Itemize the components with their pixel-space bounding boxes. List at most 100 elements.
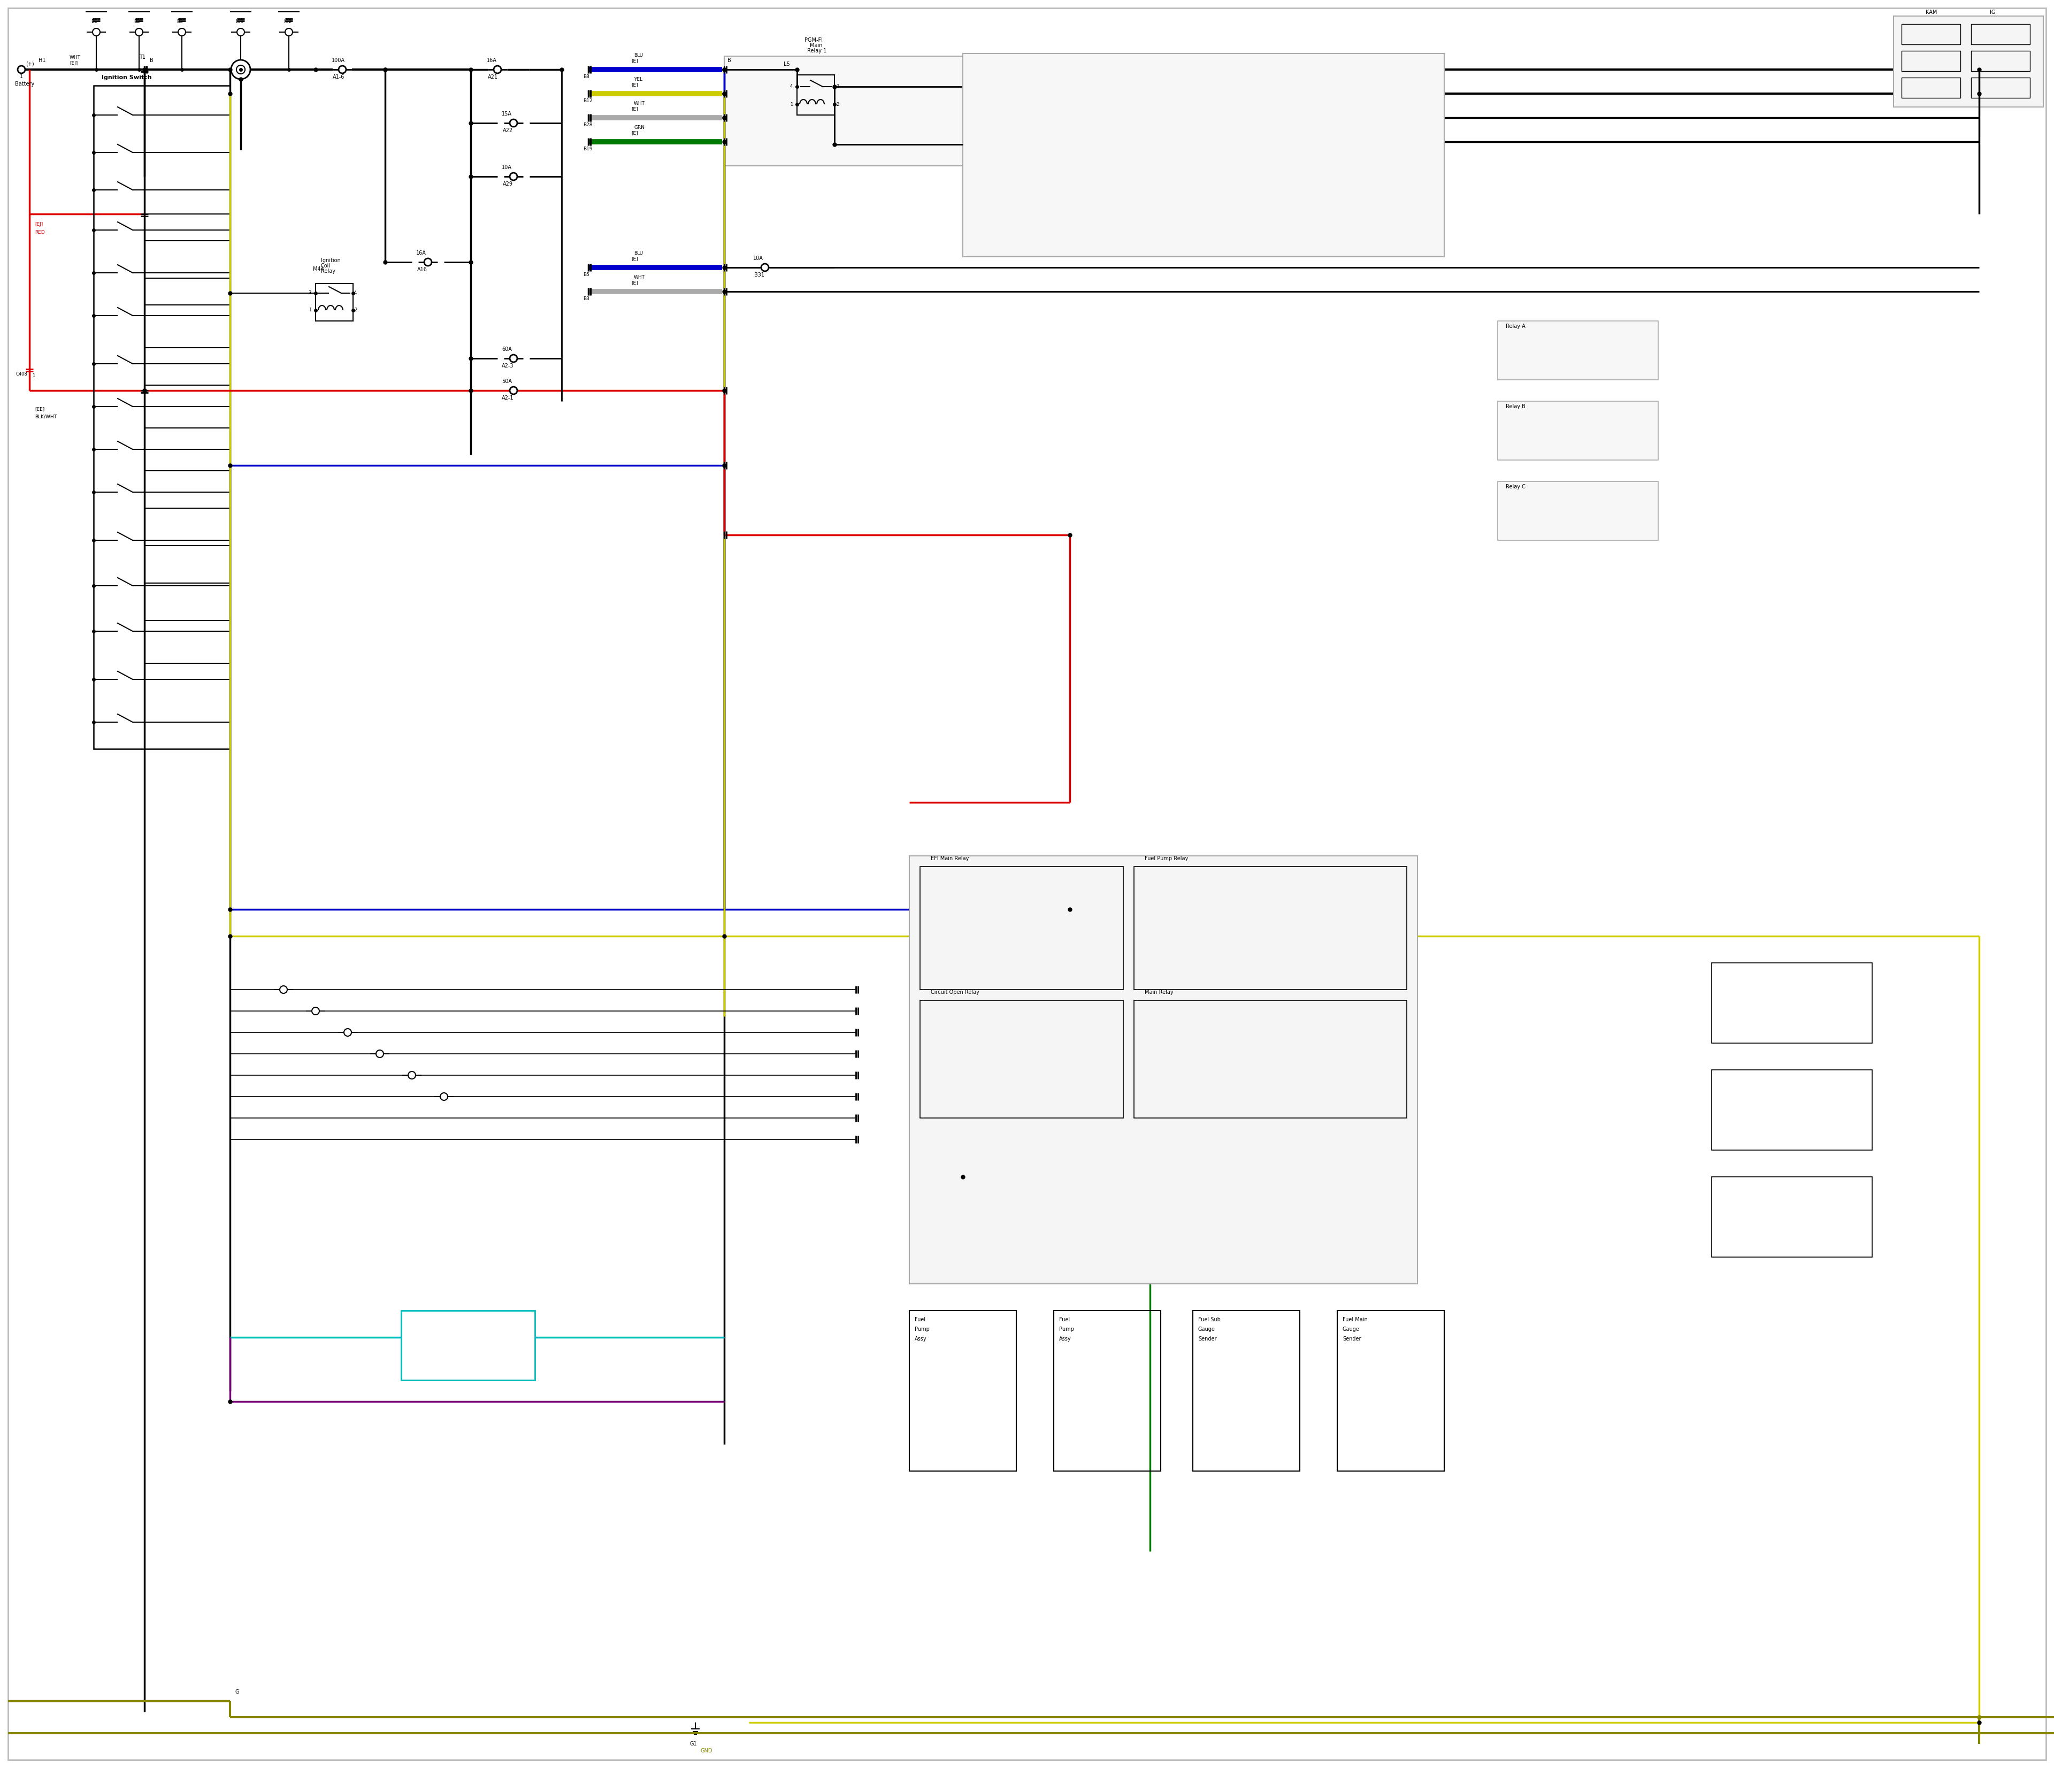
Bar [1134, 867, 1407, 989]
Text: B8: B8 [583, 73, 589, 79]
Circle shape [179, 29, 185, 36]
Bar [910, 857, 1417, 1283]
Bar [1711, 1177, 1871, 1256]
Bar [910, 1310, 1017, 1471]
Text: IG2: IG2 [283, 20, 292, 23]
Text: IG: IG [1990, 9, 1994, 14]
Text: G: G [236, 1690, 240, 1695]
Text: 1: 1 [144, 73, 146, 79]
Text: B28: B28 [583, 122, 592, 127]
Circle shape [440, 1093, 448, 1100]
Text: L5: L5 [785, 61, 791, 66]
Text: [E]: [E] [631, 59, 639, 63]
Bar [797, 75, 834, 115]
Text: Gauge: Gauge [1197, 1326, 1216, 1331]
Text: 1: 1 [791, 102, 793, 108]
Text: 2: 2 [353, 308, 357, 312]
Text: Relay C: Relay C [1506, 484, 1526, 489]
Circle shape [509, 172, 518, 181]
Text: A16: A16 [417, 267, 427, 272]
Text: A21: A21 [489, 73, 497, 79]
Bar [1972, 77, 2029, 99]
Circle shape [339, 66, 345, 73]
Bar [1902, 77, 1960, 99]
Text: B1: B1 [90, 20, 97, 23]
Circle shape [136, 29, 144, 36]
Circle shape [376, 1050, 384, 1057]
Bar [1894, 16, 2044, 108]
Text: 10A: 10A [754, 256, 764, 262]
Text: Relay A: Relay A [1506, 324, 1526, 330]
Text: Fuel Main: Fuel Main [1343, 1317, 1368, 1322]
Text: A2-1: A2-1 [501, 396, 514, 401]
Text: A29: A29 [503, 181, 514, 186]
Text: BLK/WHT: BLK/WHT [35, 414, 58, 419]
Text: GRN: GRN [635, 125, 645, 131]
Text: Ignition: Ignition [320, 258, 341, 263]
Text: Assy: Assy [914, 1337, 926, 1342]
Text: B31: B31 [754, 272, 764, 278]
Text: Fuel Sub: Fuel Sub [1197, 1317, 1220, 1322]
Text: 3: 3 [308, 290, 312, 296]
Text: 2: 2 [836, 102, 838, 108]
Text: [EI]: [EI] [70, 61, 78, 65]
Circle shape [509, 120, 518, 127]
Text: [E]: [E] [631, 131, 639, 136]
Circle shape [92, 29, 101, 36]
Text: Main Relay: Main Relay [1144, 989, 1173, 995]
Text: 4: 4 [791, 84, 793, 90]
Bar [1902, 23, 1960, 45]
Text: Relay: Relay [320, 269, 335, 274]
Text: 1: 1 [21, 73, 23, 79]
Circle shape [18, 66, 25, 73]
Text: 16A: 16A [487, 57, 497, 63]
Text: RED: RED [35, 229, 45, 235]
Circle shape [409, 1072, 415, 1079]
Bar [1497, 401, 1658, 461]
Text: Fuel Pump Relay: Fuel Pump Relay [1144, 857, 1187, 862]
Text: Fuel: Fuel [1060, 1317, 1070, 1322]
Bar [725, 56, 963, 167]
Text: Main: Main [809, 43, 822, 48]
Text: [EJ]: [EJ] [35, 222, 43, 228]
Text: B3: B3 [177, 20, 183, 23]
Circle shape [312, 1007, 318, 1014]
Text: (+): (+) [25, 61, 35, 66]
Bar [920, 1000, 1124, 1118]
Text: Fuel: Fuel [914, 1317, 926, 1322]
Circle shape [230, 59, 251, 79]
Text: B2: B2 [134, 20, 140, 23]
Circle shape [236, 29, 244, 36]
Bar [1193, 1310, 1300, 1471]
Text: Sender: Sender [1197, 1337, 1216, 1342]
Text: WHT: WHT [635, 274, 645, 280]
Text: [EE]: [EE] [35, 407, 45, 412]
Text: EFI Main Relay: EFI Main Relay [930, 857, 969, 862]
Circle shape [343, 1029, 351, 1036]
Text: 16A: 16A [417, 251, 427, 256]
Circle shape [762, 263, 768, 271]
Text: WHT: WHT [635, 100, 645, 106]
Bar [1054, 1310, 1161, 1471]
Text: Pump: Pump [1060, 1326, 1074, 1331]
Text: T1: T1 [140, 54, 146, 59]
Circle shape [279, 986, 288, 993]
Bar [94, 86, 230, 749]
Text: A2-3: A2-3 [501, 364, 514, 369]
Text: M44: M44 [312, 267, 325, 272]
Text: A22: A22 [503, 127, 514, 133]
Bar [401, 1310, 534, 1380]
Circle shape [425, 258, 431, 265]
Bar [920, 867, 1124, 989]
Bar [1902, 50, 1960, 72]
Bar [1497, 482, 1658, 539]
Text: 50A: 50A [501, 378, 511, 383]
Text: B5: B5 [583, 272, 589, 278]
Bar [316, 283, 353, 321]
Text: WHT: WHT [70, 56, 80, 59]
Text: B19: B19 [583, 147, 592, 151]
Text: [E]: [E] [631, 82, 639, 88]
Circle shape [286, 29, 292, 36]
Text: KAM: KAM [1927, 9, 1937, 14]
Text: Relay B: Relay B [1506, 403, 1526, 409]
